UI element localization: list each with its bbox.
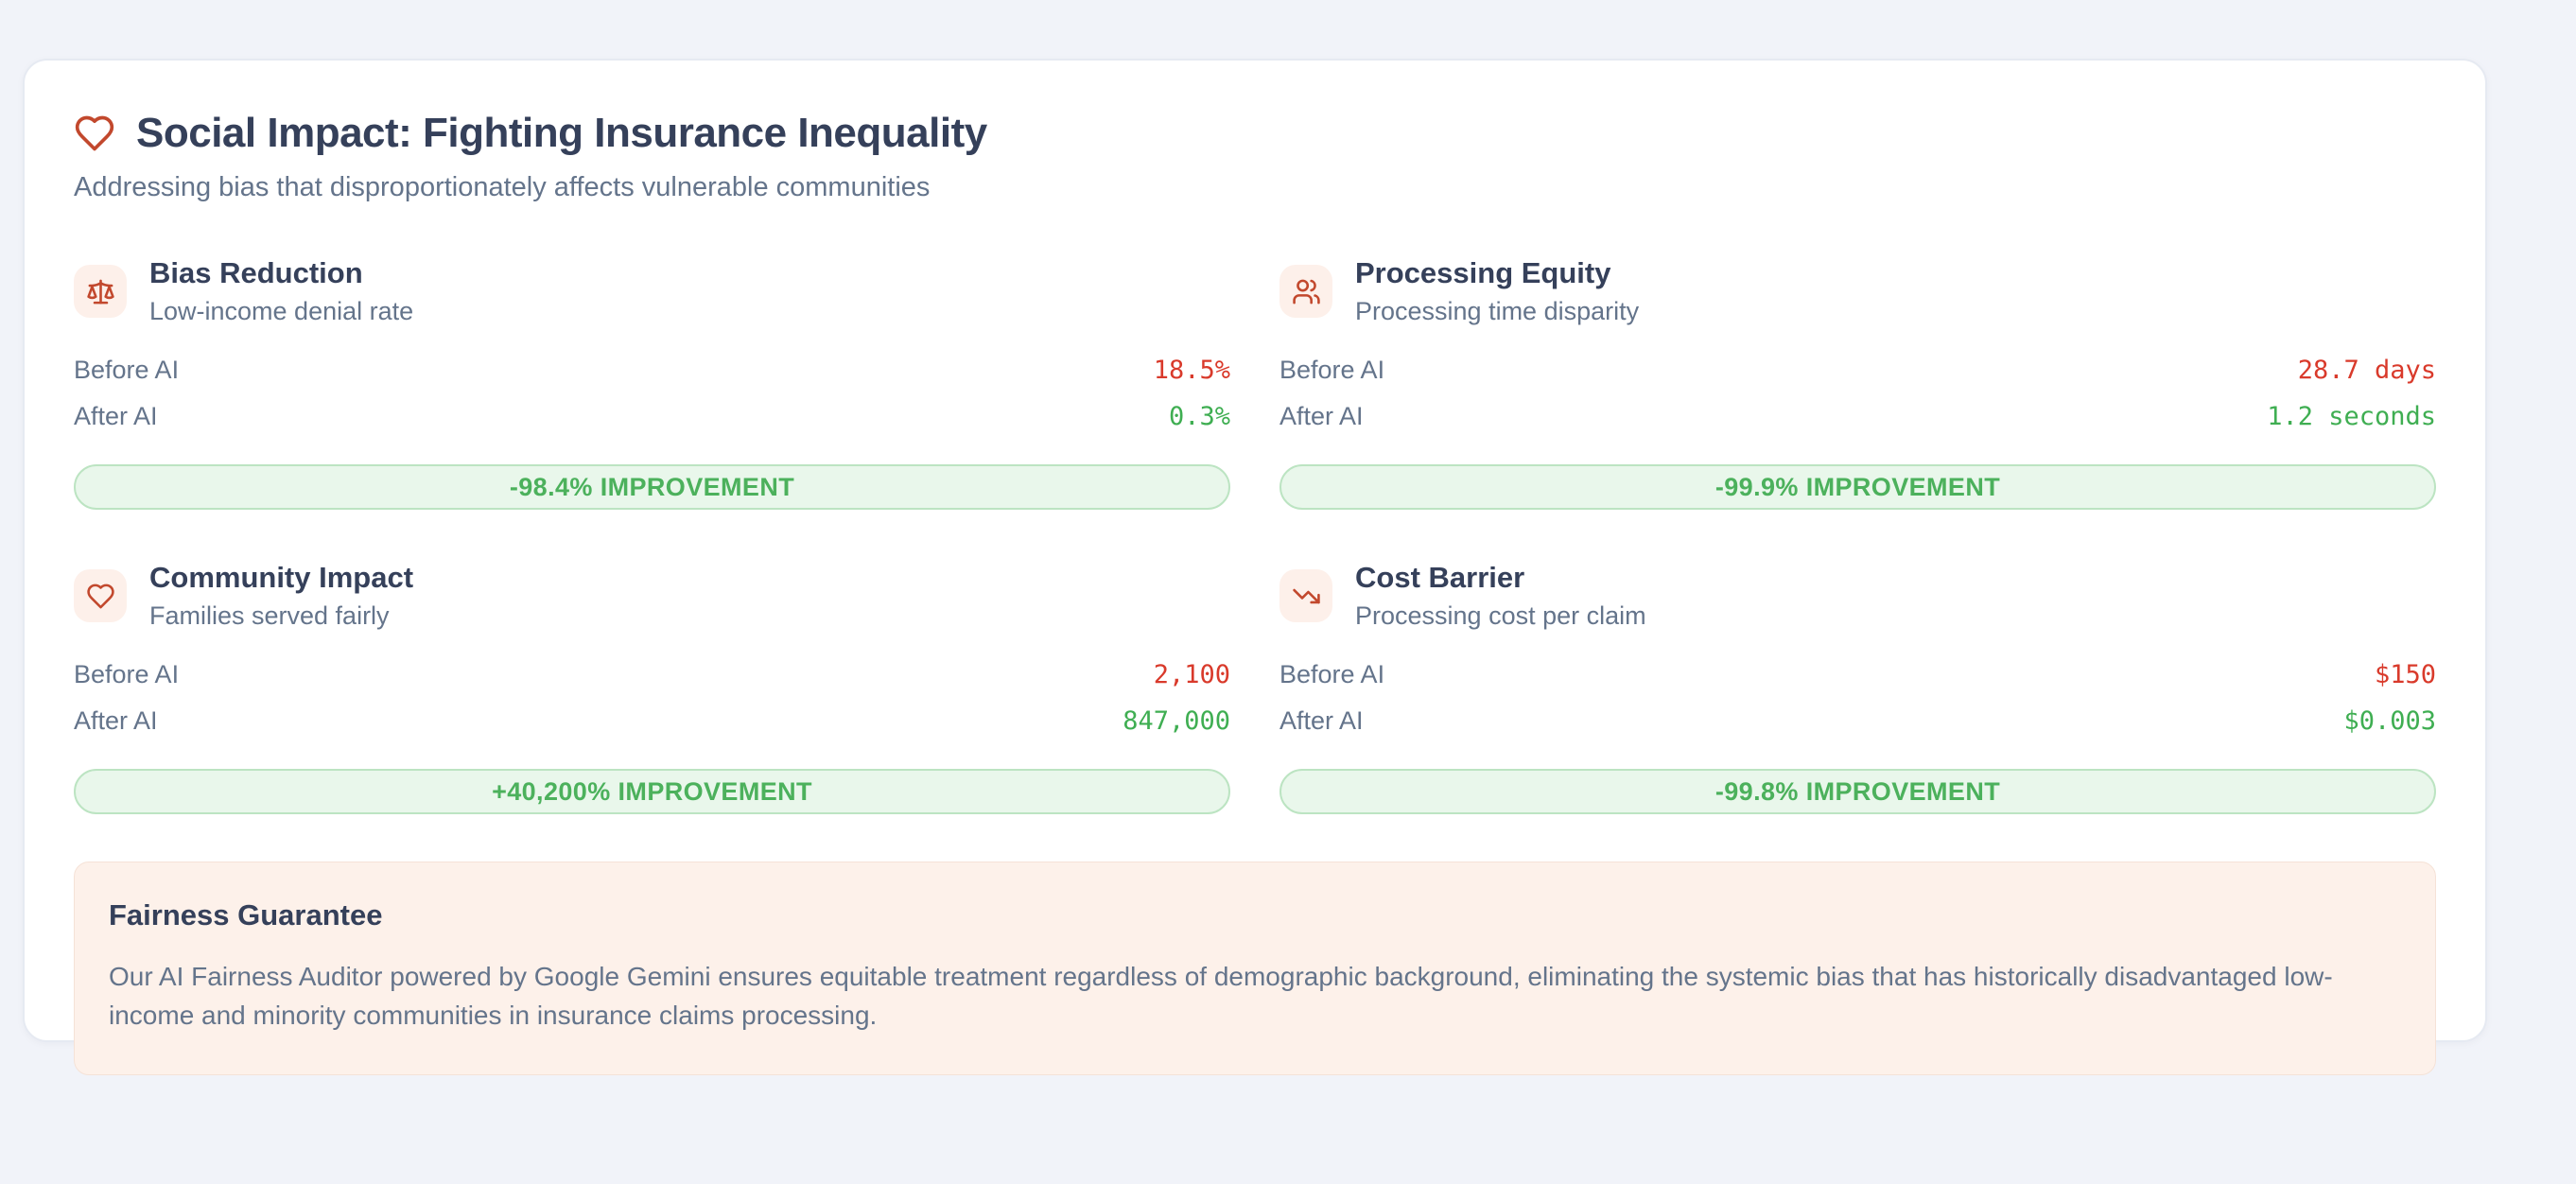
after-ai-row: After AI 1.2 seconds (1279, 393, 2436, 440)
after-ai-row: After AI $0.003 (1279, 698, 2436, 744)
metric-subtitle: Processing cost per claim (1355, 601, 1646, 630)
metric-heading: Bias Reduction Low-income denial rate (149, 256, 413, 326)
trending-down-icon (1279, 569, 1332, 622)
before-ai-label: Before AI (1279, 356, 1385, 384)
metric-heading: Cost Barrier Processing cost per claim (1355, 561, 1646, 631)
fairness-body: Our AI Fairness Auditor powered by Googl… (109, 962, 2333, 1030)
after-ai-value: $0.003 (2343, 706, 2436, 736)
before-ai-value: 28.7 days (2297, 356, 2436, 385)
improvement-badge: -99.8% IMPROVEMENT (1279, 769, 2436, 814)
after-ai-value: 0.3% (1168, 402, 1230, 431)
before-ai-label: Before AI (1279, 660, 1385, 688)
users-icon (1279, 265, 1332, 318)
fairness-title: Fairness Guarantee (109, 898, 383, 932)
page-title: Social Impact: Fighting Insurance Inequa… (136, 110, 987, 156)
metric-subtitle: Families served fairly (149, 601, 390, 630)
metric-subtitle: Low-income denial rate (149, 297, 414, 325)
improvement-badge: -99.9% IMPROVEMENT (1279, 464, 2436, 510)
fairness-guarantee-panel: Fairness Guarantee Our AI Fairness Audit… (74, 862, 2436, 1075)
metric-title: Cost Barrier (1355, 561, 1525, 594)
after-ai-label: After AI (1279, 402, 1364, 430)
metric-rows: Before AI 18.5% After AI 0.3% (74, 347, 1230, 440)
metric-rows: Before AI $150 After AI $0.003 (1279, 652, 2436, 744)
before-ai-label: Before AI (74, 356, 180, 384)
social-impact-card: Social Impact: Fighting Insurance Inequa… (23, 59, 2487, 1075)
metric-header: Community Impact Families served fairly (74, 561, 1230, 631)
before-ai-label: Before AI (74, 660, 180, 688)
metric-card-bias-reduction: Bias Reduction Low-income denial rate Be… (74, 256, 1230, 510)
heart-icon (74, 113, 115, 154)
after-ai-value: 1.2 seconds (2267, 402, 2436, 431)
after-ai-value: 847,000 (1123, 706, 1230, 736)
metric-rows: Before AI 2,100 After AI 847,000 (74, 652, 1230, 744)
metric-subtitle: Processing time disparity (1355, 297, 1640, 325)
before-ai-value: 18.5% (1153, 356, 1230, 385)
before-ai-row: Before AI 18.5% (74, 347, 1230, 393)
metric-header: Cost Barrier Processing cost per claim (1279, 561, 2436, 631)
after-ai-label: After AI (1279, 706, 1364, 735)
after-ai-row: After AI 847,000 (74, 698, 1230, 744)
metric-title: Processing Equity (1355, 256, 1611, 289)
metric-card-cost-barrier: Cost Barrier Processing cost per claim B… (1279, 561, 2436, 814)
before-ai-row: Before AI 2,100 (74, 652, 1230, 698)
metrics-grid: Bias Reduction Low-income denial rate Be… (74, 256, 2436, 814)
before-ai-value: $150 (2374, 660, 2436, 689)
before-ai-row: Before AI $150 (1279, 652, 2436, 698)
metric-header: Processing Equity Processing time dispar… (1279, 256, 2436, 326)
before-ai-value: 2,100 (1153, 660, 1230, 689)
page-subtitle: Addressing bias that disproportionately … (74, 172, 931, 202)
metric-card-processing-equity: Processing Equity Processing time dispar… (1279, 256, 2436, 510)
metric-title: Bias Reduction (149, 256, 363, 289)
scale-icon (74, 265, 127, 318)
improvement-badge: +40,200% IMPROVEMENT (74, 769, 1230, 814)
improvement-badge: -98.4% IMPROVEMENT (74, 464, 1230, 510)
metric-title: Community Impact (149, 561, 414, 594)
metric-card-community-impact: Community Impact Families served fairly … (74, 561, 1230, 814)
metric-header: Bias Reduction Low-income denial rate (74, 256, 1230, 326)
card-header: Social Impact: Fighting Insurance Inequa… (74, 110, 2436, 157)
after-ai-row: After AI 0.3% (74, 393, 1230, 440)
before-ai-row: Before AI 28.7 days (1279, 347, 2436, 393)
metric-heading: Community Impact Families served fairly (149, 561, 413, 631)
heart-icon (74, 569, 127, 622)
metric-heading: Processing Equity Processing time dispar… (1355, 256, 1639, 326)
metric-rows: Before AI 28.7 days After AI 1.2 seconds (1279, 347, 2436, 440)
after-ai-label: After AI (74, 706, 158, 735)
after-ai-label: After AI (74, 402, 158, 430)
